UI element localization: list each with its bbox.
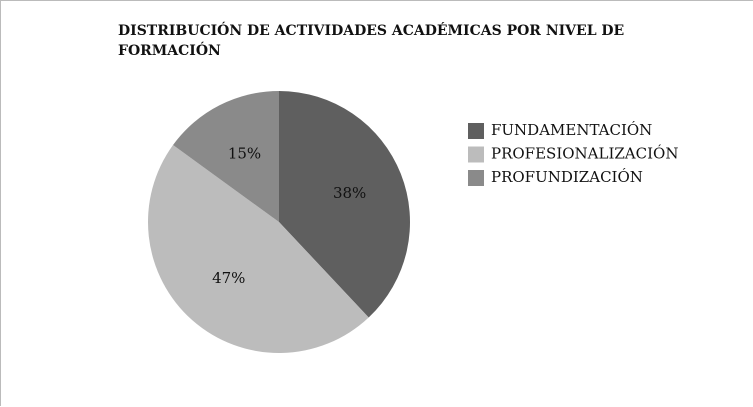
legend-swatch: [468, 123, 484, 139]
pie-slice: [279, 91, 410, 318]
legend-label: PROFESIONALIZACIÓN: [491, 145, 678, 163]
chart-title: DISTRIBUCIÓN DE ACTIVIDADES ACADÉMICAS P…: [118, 23, 625, 59]
legend-label: PROFUNDIZACIÓN: [491, 168, 643, 186]
data-label: 15%: [228, 144, 261, 162]
data-label: 38%: [333, 184, 366, 202]
legend-label: FUNDAMENTACIÓN: [491, 121, 652, 139]
legend-swatch: [468, 170, 484, 186]
legend-swatch: [468, 146, 484, 163]
pie-slice: [173, 91, 279, 222]
pie-slice: [147, 145, 369, 354]
data-label: 47%: [212, 269, 245, 287]
